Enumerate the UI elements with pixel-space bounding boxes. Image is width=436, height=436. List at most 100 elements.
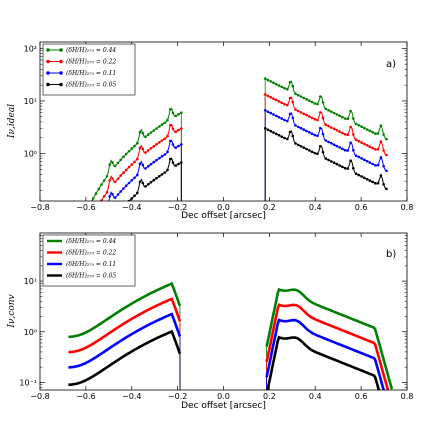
panel-a-series-2-point: [163, 153, 167, 156]
panel-a-series-3-point: [310, 150, 314, 154]
panel-a-series-0-point: [133, 144, 136, 148]
panel-a-series-0-point: [116, 161, 120, 165]
panel-a-series-3-point: [100, 221, 103, 224]
panel-a-series-2-point: [327, 140, 330, 144]
panel-a-series-2-point: [266, 110, 270, 114]
panel-a: −0.8 −0.6 −0.4 −0.2 0.0 0.2 0.4 0.6 0.8 10⁰10¹10…: [7, 41, 413, 224]
panel-a-series-0-point: [308, 99, 311, 102]
panel-a-series-0-point: [349, 109, 352, 113]
panel-a-series-2-point: [138, 162, 142, 166]
panel-a-series-1-left-line: [100, 123, 182, 201]
panel-a-series-2-point: [363, 158, 366, 162]
panel-a-series-3-point: [376, 181, 380, 185]
panel-a-series-2-point: [376, 163, 380, 167]
panel-b-y-label: Iν,conv: [7, 294, 17, 328]
panel-a-series-3-point: [283, 136, 286, 140]
panel-a-series-2-point: [349, 141, 352, 144]
panel-a-series-3-point: [155, 176, 158, 180]
panel-a-series-0-point: [365, 128, 369, 131]
legend-swatch-marker: [46, 82, 50, 87]
panel-a-series-2-point: [368, 161, 372, 164]
panel-a-series-1-point: [100, 199, 103, 201]
panel-b-series-2-right-line: [265, 318, 385, 390]
panel-a-series-1-point: [177, 128, 180, 132]
x-tick-label: 0.4: [309, 203, 322, 212]
panel-a-series-0-point: [119, 158, 122, 162]
panel-a-series-1-point: [152, 145, 156, 148]
panel-a-series-1-point: [147, 149, 150, 152]
panel-a-series-0-point: [160, 123, 164, 126]
y-tick-label: 10⁰: [24, 150, 37, 159]
panel-a-series-0-left-line: [91, 107, 182, 201]
legend-entry-label: (δH/H)₂₇₀ = 0.22: [66, 250, 116, 257]
panel-a-series-0-point: [141, 132, 145, 135]
panel-a-series-1-point: [319, 111, 322, 114]
panel-b-legend-box: [42, 234, 136, 287]
panel-a-series-2-point: [321, 132, 325, 136]
panel-a-series-3-point: [166, 168, 169, 172]
panel-a-series-3-point: [332, 161, 336, 164]
panel-a-series-1-point: [277, 100, 281, 103]
panel-a-series-1-point: [343, 133, 347, 136]
panel-a-series-3-point: [288, 130, 292, 134]
panel-a-series-3-left-line: [128, 157, 182, 201]
panel-a-series-0-point: [163, 121, 167, 125]
panel-a-series-1-point: [302, 112, 306, 116]
panel-a-series-1-point: [297, 109, 300, 113]
legend-entry-label: (δH/H)₂₇₀ = 0.22: [66, 59, 116, 66]
panel-a-series-3-point: [302, 146, 306, 149]
panel-a-series-0-point: [363, 126, 366, 130]
panel-a-series-0-point: [102, 179, 106, 182]
panel-a-series-0-point: [327, 109, 330, 112]
panel-a-series-1-point: [163, 137, 167, 140]
panel-a-series-0-point: [297, 93, 300, 97]
panel-a-series-1-point: [308, 115, 311, 118]
panel-a-series-2-point: [97, 219, 100, 222]
y-tick-label: 10²: [24, 44, 37, 53]
panel-a-series-2-point: [294, 124, 297, 127]
legend-swatch-marker: [59, 71, 63, 75]
panel-a-series-2-point: [316, 134, 319, 138]
panel-a-series-3-point: [316, 152, 319, 156]
panel-a-series-3-point: [352, 166, 355, 170]
panel-a-series-2-point: [275, 114, 278, 118]
panel-a-series-3-point: [357, 173, 361, 177]
panel-a-series-2-point: [86, 221, 89, 224]
panel-a-series-2-point: [283, 118, 286, 122]
panel-b-series-1-left-line: [68, 297, 182, 354]
panel-a-series-3-point: [321, 150, 325, 154]
panel-a-series-2-point: [360, 157, 363, 160]
panel-b-series-0-right-line: [265, 287, 394, 390]
x-tick-label: −0.6: [76, 392, 95, 401]
panel-a-series-1-point: [330, 126, 333, 129]
panel-a-series-1-point: [169, 123, 172, 127]
panel-a-series-2-point: [291, 116, 295, 120]
panel-b-series-3-right-line: [266, 335, 381, 390]
panel-a-series-1-point: [108, 179, 111, 182]
panel-a-series-3-point: [346, 167, 350, 170]
panel-a-series-2-point: [269, 111, 273, 115]
panel-a-series-2-point: [136, 173, 139, 177]
panel-a-series-2-point: [152, 160, 156, 164]
panel-a-series-1-point: [174, 130, 178, 133]
legend-entry-label: (δH/H)₂₇₀ = 0.11: [66, 261, 116, 268]
panel-b-y-ticks: 10⁻¹ 10⁰ 10¹: [19, 235, 407, 388]
panel-a-series-0-point: [335, 113, 339, 116]
panel-a-series-2-point: [75, 221, 78, 224]
panel-a-series-1-point: [144, 151, 147, 154]
panel-a-series-3-point: [141, 181, 145, 185]
panel-b-series-2-left-line: [68, 312, 182, 369]
panel-a-series-1-point: [291, 100, 295, 104]
panel-a-series-0-point: [346, 117, 350, 121]
panel-a-series-2-point: [119, 190, 122, 193]
y-tick-label: 10¹: [24, 97, 37, 106]
panel-a-series-1-point: [171, 127, 175, 131]
panel-a-series-0-point: [91, 197, 95, 200]
panel-a-series-2-point: [319, 126, 322, 130]
panel-a-series-0-point: [113, 164, 117, 168]
panel-a-series-0-point: [360, 125, 363, 128]
panel-a-series-2-point: [385, 169, 388, 173]
panel-a-x-label: Dec offset [arcsec]: [181, 211, 266, 221]
panel-a-series-2-point: [280, 117, 284, 120]
panel-a-series-3-point: [117, 211, 120, 214]
